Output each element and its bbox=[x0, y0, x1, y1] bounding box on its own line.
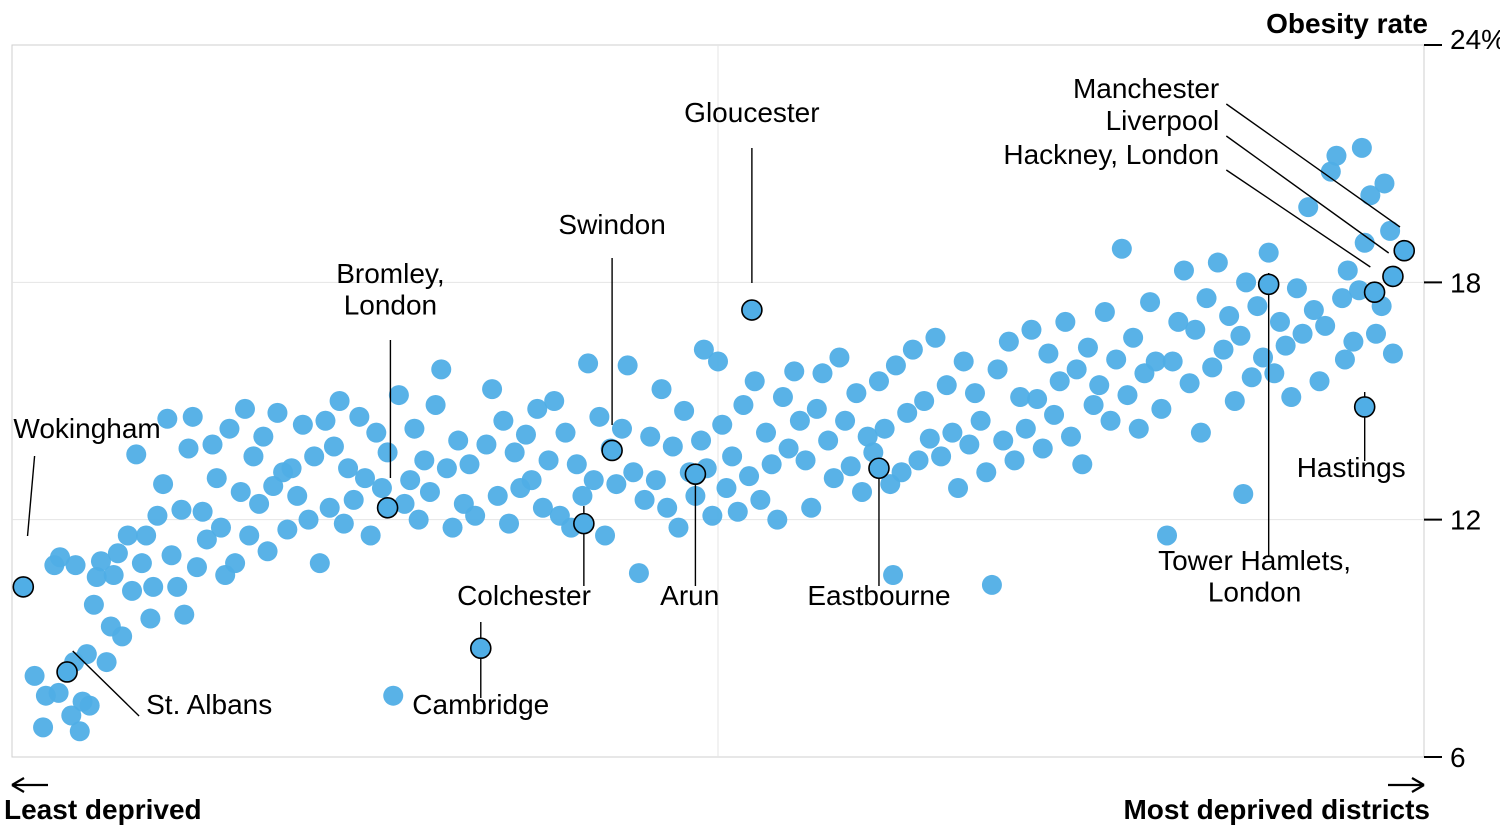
callout-label: Eastbourne bbox=[807, 580, 950, 611]
y-tick-label: 12 bbox=[1450, 505, 1481, 536]
callout-label: Gloucester bbox=[684, 97, 819, 128]
x-right-label: Most deprived districts bbox=[1123, 794, 1430, 825]
y-tick-label: 6 bbox=[1450, 742, 1466, 773]
callout-label: Arun bbox=[660, 580, 719, 611]
callout-label: Hastings bbox=[1297, 452, 1406, 483]
callout-label: Manchester bbox=[1073, 73, 1219, 104]
callout-label: Cambridge bbox=[412, 689, 549, 720]
obesity-deprivation-scatter: Wokingham St. Albans Bromley,London Cambrid… bbox=[0, 0, 1500, 828]
y-tick-label: 18 bbox=[1450, 267, 1481, 298]
y-axis-title: Obesity rate bbox=[1266, 8, 1428, 39]
x-left-label: Least deprived bbox=[4, 794, 202, 825]
y-tick-label: 24% bbox=[1450, 24, 1500, 55]
callout-label: Wokingham bbox=[13, 413, 160, 444]
callout-label: Swindon bbox=[558, 209, 665, 240]
callout-label: Hackney, London bbox=[1003, 139, 1219, 170]
callout-label: Liverpool bbox=[1106, 105, 1220, 136]
callout-label: Colchester bbox=[457, 580, 591, 611]
callout-label: St. Albans bbox=[146, 689, 272, 720]
callout-label: Bromley,London bbox=[336, 258, 444, 320]
